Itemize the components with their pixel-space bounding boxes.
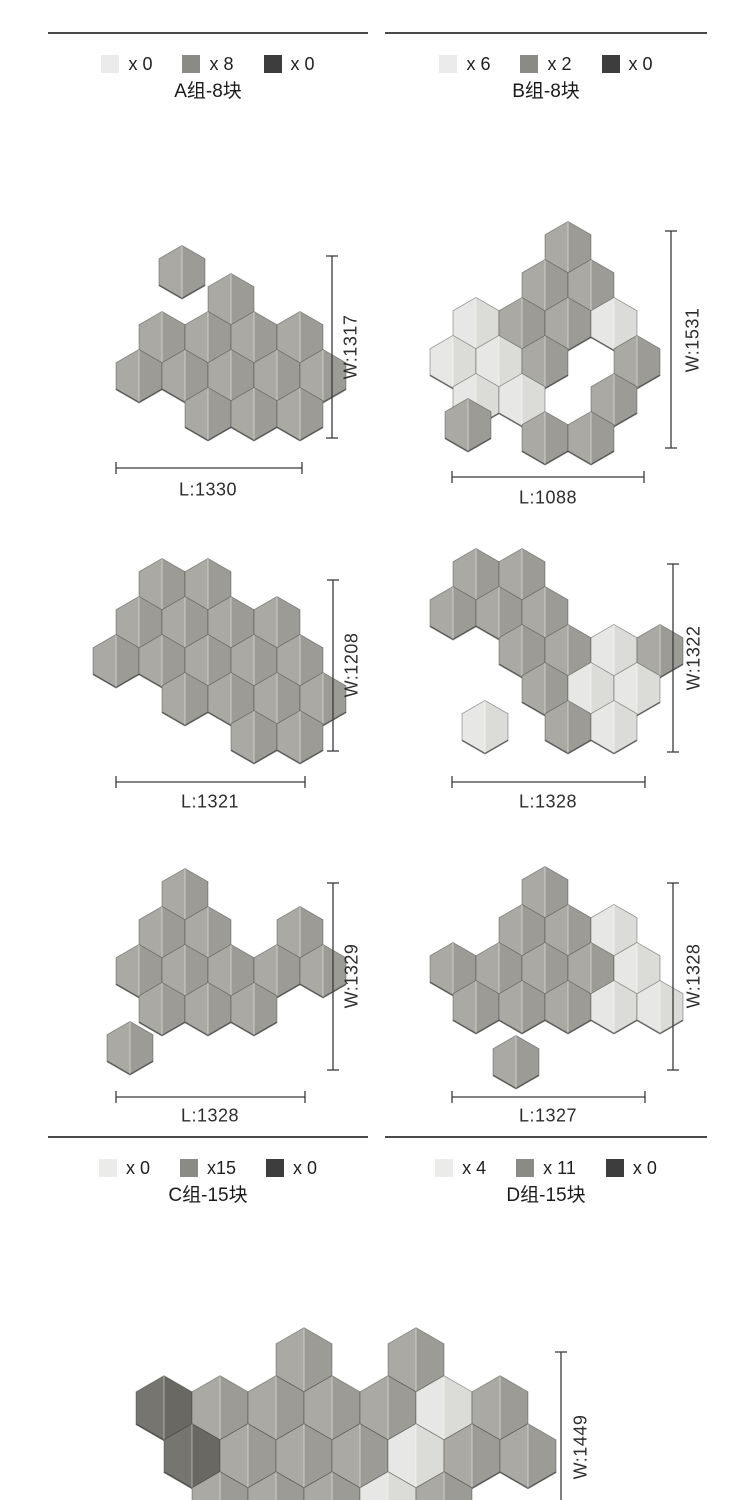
legend-item: x 6: [439, 54, 490, 75]
legend-count: x 0: [632, 1157, 657, 1178]
legend-count: x 0: [293, 1157, 318, 1178]
legend-count: x 6: [466, 53, 491, 74]
color-swatch-gray: [179, 1159, 198, 1177]
width-dimension-label: W:1531: [682, 307, 703, 373]
color-swatch-dark: [605, 1159, 624, 1177]
legend-item: x 11: [516, 1158, 576, 1179]
color-swatch-dark: [601, 55, 620, 73]
legend-item: x 4: [435, 1158, 486, 1179]
legend-count: x15: [206, 1157, 237, 1178]
legend-item: x 8: [182, 53, 234, 75]
length-dimension-label: L:1088: [518, 487, 578, 508]
color-swatch-dark: [266, 1159, 285, 1177]
legend-divider: [385, 1136, 707, 1138]
legend-items-c: x 0 x15 x 0: [48, 1156, 368, 1180]
length-dimension-label: L:1321: [180, 791, 240, 812]
legend-items-b: x 6 x 2 x 0: [385, 52, 707, 76]
color-swatch-light: [101, 55, 120, 73]
width-dimension-label: W:1317: [340, 314, 361, 380]
legend-count: x 0: [125, 1157, 150, 1178]
length-dimension-label: L:1330: [178, 479, 238, 500]
legend-count: x 0: [628, 53, 653, 74]
legend-count: x 4: [462, 1157, 487, 1178]
color-swatch-gray: [516, 1159, 535, 1177]
color-swatch-gray: [520, 55, 539, 73]
legend-item: x 0: [263, 53, 315, 75]
legend-title-group-b: B组-8块: [512, 81, 580, 102]
legend-count: x 8: [209, 53, 234, 74]
legend-items-a: x 0 x 8 x 0: [48, 52, 368, 76]
legend-items-d: x 4 x 11 x 0: [385, 1156, 707, 1180]
legend-item: x 0: [266, 1158, 317, 1179]
legend-divider: [48, 1136, 368, 1138]
legend-divider: [385, 32, 707, 34]
legend-item: x 0: [98, 1157, 150, 1179]
legend-count: x 11: [543, 1157, 576, 1178]
legend-item: x15: [179, 1157, 237, 1179]
legend-item: x 0: [605, 1157, 657, 1179]
width-dimension-label: W:1449: [570, 1414, 591, 1480]
legend-title-group-a: A组-8块: [174, 81, 242, 102]
legend-count: x 0: [290, 53, 315, 74]
width-dimension-label: W:1322: [683, 625, 704, 691]
color-swatch-light: [439, 55, 458, 73]
color-swatch-gray: [182, 55, 201, 73]
legend-divider: [48, 32, 368, 34]
color-swatch-light: [98, 1159, 117, 1177]
legend-item: x 0: [101, 54, 152, 75]
length-dimension-label: L:1327: [518, 1105, 578, 1126]
color-swatch-dark: [263, 55, 282, 73]
length-dimension-label: L:1328: [518, 791, 578, 812]
width-dimension-label: W:1328: [683, 943, 704, 1009]
legend-title-group-c: C组-15块: [168, 1185, 248, 1206]
width-dimension-label: W:1208: [341, 632, 362, 698]
width-dimension-label: W:1329: [341, 943, 362, 1009]
length-dimension-label: L:1328: [180, 1105, 240, 1126]
legend-count: x 2: [547, 53, 572, 74]
color-swatch-light: [435, 1159, 454, 1177]
legend-item: x 0: [601, 53, 653, 75]
legend-title-group-d: D组-15块: [506, 1185, 586, 1206]
legend-count: x 0: [128, 53, 153, 74]
legend-item: x 2: [520, 53, 572, 75]
